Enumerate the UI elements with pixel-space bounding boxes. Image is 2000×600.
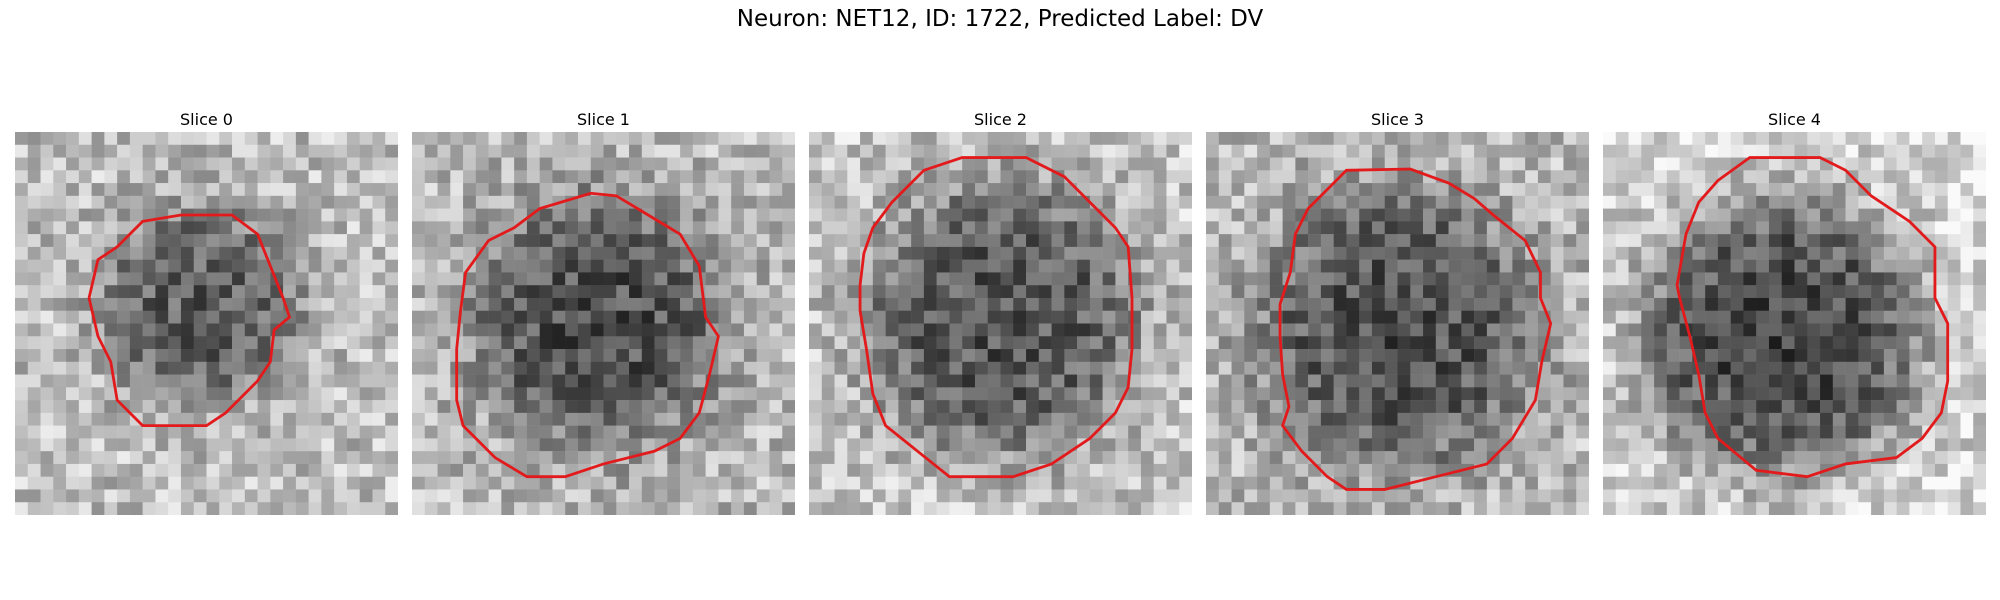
slice-panel-1: Slice 1: [412, 108, 795, 515]
slice-title-2: Slice 2: [974, 110, 1027, 129]
slice-title-0: Slice 0: [180, 110, 233, 129]
slice-panel-4: Slice 4: [1603, 108, 1986, 515]
slice-panel-2: Slice 2: [809, 108, 1192, 515]
roi-contour-0: [87, 213, 292, 428]
slice-image-0: [15, 132, 398, 515]
slice-image-4: [1603, 132, 1986, 515]
slice-title-1: Slice 1: [577, 110, 630, 129]
roi-contour-1: [455, 191, 720, 479]
slice-image-1: [412, 132, 795, 515]
slice-panel-3: Slice 3: [1206, 108, 1589, 515]
slice-panel-0: Slice 0: [15, 108, 398, 515]
roi-contour-4: [1675, 156, 1950, 479]
slice-title-4: Slice 4: [1768, 110, 1821, 129]
roi-contour-2: [858, 156, 1134, 479]
slice-image-3: [1206, 132, 1589, 515]
slice-image-2: [809, 132, 1192, 515]
slice-title-3: Slice 3: [1371, 110, 1424, 129]
roi-contour-3: [1278, 167, 1553, 491]
figure-title: Neuron: NET12, ID: 1722, Predicted Label…: [736, 6, 1264, 32]
